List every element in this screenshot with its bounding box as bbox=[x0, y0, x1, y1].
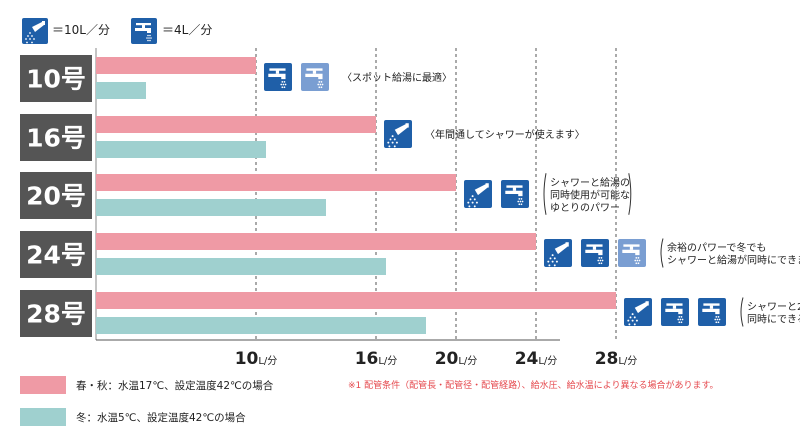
annotation-text: 〈年間通してシャワーが使えます〉 bbox=[425, 128, 585, 141]
bar-spring-autumn bbox=[96, 174, 456, 191]
chart-row: 10号 〈スポット給湯に最適〉 bbox=[20, 55, 452, 102]
faucet-icon bbox=[581, 239, 609, 267]
legend-swatch bbox=[20, 376, 66, 394]
x-tick-label: 10L/分 bbox=[235, 349, 278, 369]
shower-icon bbox=[22, 18, 48, 44]
row-annotation: 余裕のパワーで冬でもシャワーと給湯が同時にできます bbox=[544, 238, 800, 268]
category-label-box bbox=[20, 55, 92, 102]
bar-winter bbox=[96, 82, 146, 99]
category-label: 16号 bbox=[26, 124, 86, 153]
chart-row: 24号 余裕のパワーで冬でもシャワーと給湯が同時にできます bbox=[20, 231, 800, 278]
faucet-icon bbox=[131, 18, 157, 44]
bar-spring-autumn bbox=[96, 57, 256, 74]
top-legend: ＝10L／分 ＝4L／分 bbox=[22, 18, 212, 44]
annotation-text: 〈スポット給湯に最適〉 bbox=[342, 71, 452, 84]
faucet-icon bbox=[618, 239, 646, 267]
category-label: 28号 bbox=[26, 300, 86, 329]
annotation-text: シャワーと給湯が同時にできます bbox=[667, 254, 800, 267]
annotation-text: ゆとりのパワー bbox=[550, 202, 620, 214]
footnote: ※1 配管条件（配管長・配管径・配管経路）、給水圧、給水温により異なる場合があり… bbox=[348, 379, 719, 391]
bar-winter bbox=[96, 199, 326, 216]
x-tick-label: 28L/分 bbox=[595, 349, 638, 369]
shower-legend-label: ＝10L／分 bbox=[52, 23, 110, 37]
annotation-text: シャワーと2ヶ所の給湯が bbox=[747, 300, 800, 313]
chart-row: 16号 〈年間通してシャワーが使えます〉 bbox=[20, 114, 585, 161]
x-tick-label: 16L/分 bbox=[355, 349, 398, 369]
bar-spring-autumn bbox=[96, 116, 376, 133]
category-label-box bbox=[20, 231, 92, 278]
faucet-icon bbox=[131, 18, 157, 44]
category-label-box bbox=[20, 290, 92, 337]
x-tick-label: 24L/分 bbox=[515, 349, 558, 369]
shower-icon bbox=[624, 298, 652, 326]
gridlines bbox=[95, 48, 617, 340]
category-label: 24号 bbox=[26, 241, 86, 270]
bar-spring-autumn bbox=[96, 233, 536, 250]
category-label: 20号 bbox=[26, 182, 86, 211]
legend-swatch bbox=[20, 408, 66, 426]
shower-icon bbox=[464, 180, 492, 208]
faucet-icon bbox=[301, 63, 329, 91]
row-annotation: シャワーと2ヶ所の給湯が同時にできるパワフル給湯 bbox=[624, 297, 800, 327]
shower-icon bbox=[384, 120, 412, 148]
faucet-icon bbox=[264, 63, 292, 91]
bar-winter bbox=[96, 258, 386, 275]
shower-icon bbox=[22, 18, 48, 44]
chart-rows: 10号 〈スポット給湯に最適〉16号 〈年間通してシャワーが使えます〉20号 シャワー… bbox=[20, 55, 800, 337]
annotation-text: 余裕のパワーで冬でも bbox=[667, 241, 766, 254]
bracket-left bbox=[660, 238, 664, 268]
annotation-text: 同時にできるパワフル給湯 bbox=[747, 313, 800, 326]
bracket-left bbox=[543, 173, 547, 215]
bracket-left bbox=[740, 297, 744, 327]
faucet-icon bbox=[501, 180, 529, 208]
x-axis-ticks: 10L/分 16L/分 20L/分 24L/分 28L/分 bbox=[235, 349, 638, 369]
chart-row: 28号 シャワーと2ヶ所の給湯が同時にできるパワフル給湯 bbox=[20, 290, 800, 337]
category-label: 10号 bbox=[26, 65, 86, 94]
row-annotation: 〈スポット給湯に最適〉 bbox=[264, 63, 452, 91]
bracket-right bbox=[628, 173, 632, 215]
category-label-box bbox=[20, 114, 92, 161]
row-annotation: 〈年間通してシャワーが使えます〉 bbox=[384, 120, 585, 148]
x-tick-label: 20L/分 bbox=[435, 349, 478, 369]
bar-winter bbox=[96, 141, 266, 158]
annotation-text: 同時使用が可能な bbox=[550, 188, 630, 201]
bar-winter bbox=[96, 317, 426, 334]
faucet-icon bbox=[661, 298, 689, 326]
faucet-legend-label: ＝4L／分 bbox=[162, 23, 212, 37]
legend-label: 春・秋：水温17℃、設定温度42℃の場合 bbox=[76, 379, 274, 392]
annotation-text: シャワーと給湯の bbox=[550, 176, 630, 189]
faucet-icon bbox=[698, 298, 726, 326]
bar-spring-autumn bbox=[96, 292, 616, 309]
legend-label: 冬：水温5℃、設定温度42℃の場合 bbox=[76, 411, 246, 424]
shower-icon bbox=[544, 239, 572, 267]
category-label-box bbox=[20, 172, 92, 219]
